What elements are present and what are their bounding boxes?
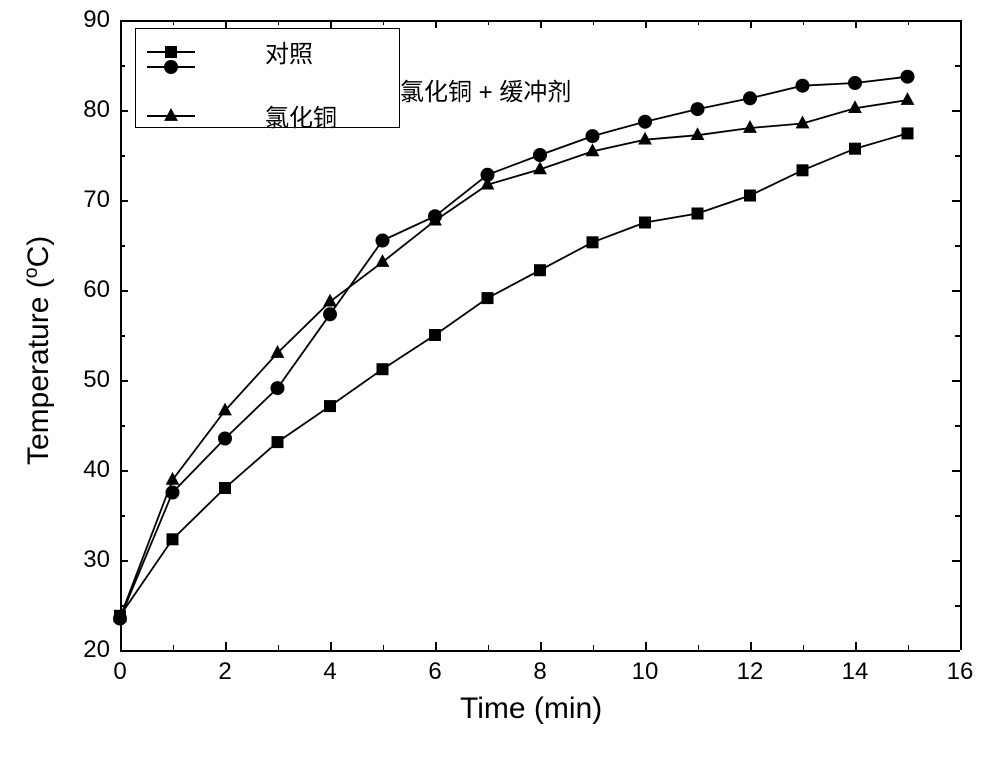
marker-circle	[271, 381, 285, 395]
marker-circle	[848, 76, 862, 90]
legend-sample-line	[147, 51, 195, 53]
marker-square	[744, 190, 756, 202]
legend-sample-line	[147, 66, 195, 68]
marker-triangle	[271, 345, 285, 358]
series-line	[120, 100, 908, 618]
marker-square	[167, 533, 179, 545]
legend-row	[147, 66, 265, 68]
legend-label: 氯化铜	[265, 98, 337, 133]
marker-circle	[691, 102, 705, 116]
marker-square	[534, 264, 546, 276]
marker-square	[165, 46, 177, 58]
marker-square	[639, 217, 651, 229]
marker-circle	[323, 307, 337, 321]
marker-circle	[743, 91, 757, 105]
marker-circle	[376, 234, 390, 248]
legend-label: 对照	[265, 34, 313, 69]
marker-triangle	[743, 120, 757, 133]
marker-circle	[164, 60, 178, 74]
marker-triangle	[901, 92, 915, 105]
marker-square	[692, 208, 704, 220]
marker-triangle	[376, 254, 390, 267]
chart-container: 02468101214162030405060708090Time (min)T…	[0, 0, 1000, 758]
marker-triangle	[638, 132, 652, 145]
marker-triangle	[691, 127, 705, 140]
marker-triangle	[164, 107, 178, 120]
series-line	[120, 77, 908, 619]
legend-row: 氯化铜	[147, 98, 337, 133]
marker-square	[219, 482, 231, 494]
marker-square	[272, 436, 284, 448]
legend-extra-label: 氯化铜 + 缓冲剂	[400, 72, 571, 107]
marker-square	[377, 363, 389, 375]
marker-triangle	[323, 294, 337, 307]
marker-circle	[218, 432, 232, 446]
marker-square	[902, 127, 914, 139]
marker-square	[797, 164, 809, 176]
marker-circle	[586, 129, 600, 143]
legend-sample-line	[147, 115, 195, 117]
marker-square	[324, 400, 336, 412]
marker-circle	[533, 148, 547, 162]
marker-square	[849, 143, 861, 155]
marker-circle	[796, 79, 810, 93]
marker-square	[482, 292, 494, 304]
marker-circle	[901, 70, 915, 84]
marker-square	[587, 236, 599, 248]
series-line	[120, 133, 908, 615]
marker-circle	[638, 115, 652, 129]
marker-square	[429, 329, 441, 341]
